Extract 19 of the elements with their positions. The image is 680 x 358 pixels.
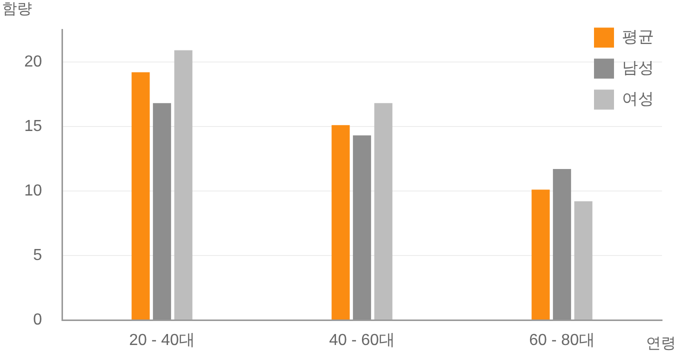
legend-label: 평균 (622, 29, 654, 46)
y-tick-label: 10 (24, 182, 42, 200)
x-axis-title: 연령 (646, 335, 676, 352)
y-axis-title: 함량 (2, 0, 32, 18)
bar (374, 103, 392, 320)
bar (132, 72, 150, 320)
x-tick-label: 60 - 80대 (529, 332, 595, 350)
bar (574, 201, 592, 320)
bar (174, 50, 192, 320)
y-tick-label: 20 (24, 53, 42, 70)
y-tick-label: 5 (33, 246, 42, 264)
bar (332, 125, 350, 320)
bar (532, 190, 550, 320)
legend-label: 남성 (622, 60, 654, 78)
x-tick-label: 20 - 40대 (129, 332, 195, 350)
y-tick-label: 15 (24, 118, 42, 135)
legend-label: 여성 (622, 91, 654, 108)
y-tick-label: 0 (33, 311, 42, 328)
x-tick-label: 40 - 60대 (329, 332, 395, 350)
